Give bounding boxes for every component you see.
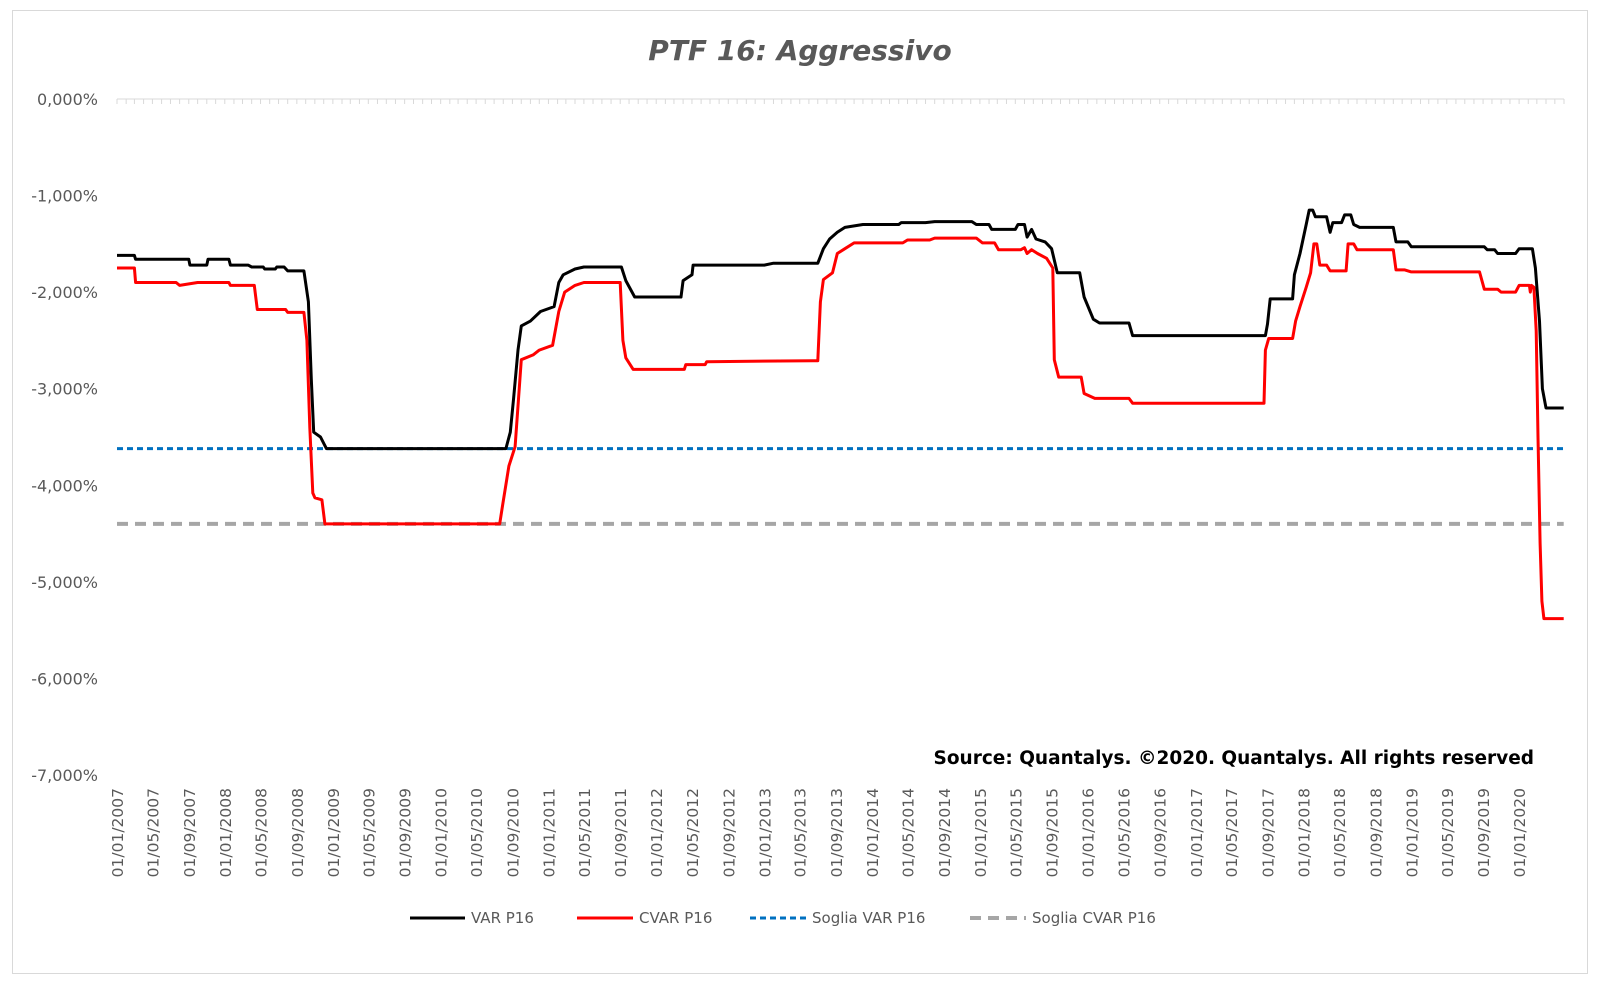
x-tick-label: 01/09/2009: [397, 788, 415, 877]
x-tick-label: 01/05/2015: [1007, 788, 1025, 877]
x-tick-label: 01/05/2008: [253, 788, 271, 877]
x-tick-label: 01/05/2018: [1331, 788, 1349, 877]
x-tick-label: 01/01/2019: [1403, 788, 1421, 877]
x-tick-label: 01/09/2010: [504, 788, 522, 877]
x-tick-label: 01/09/2018: [1367, 788, 1385, 877]
x-tick-label: 01/09/2011: [612, 788, 630, 877]
legend-label: CVAR P16: [639, 909, 712, 927]
x-tick-label: 01/01/2015: [972, 788, 990, 877]
x-tick-label: 01/01/2016: [1080, 788, 1098, 877]
legend: VAR P16 CVAR P16 Soglia VAR P16 Soglia CVAR…: [410, 909, 1156, 927]
x-tick-label: 01/05/2014: [900, 788, 918, 877]
x-tick-label: 01/09/2016: [1152, 788, 1170, 877]
x-tick-label: 01/09/2013: [828, 788, 846, 877]
x-tick-label: 01/09/2017: [1260, 788, 1278, 877]
x-tick-label: 01/01/2008: [217, 788, 235, 877]
legend-label: Soglia CVAR P16: [1032, 909, 1156, 927]
series-line-cvar-p16: [117, 236, 1564, 621]
y-tick-label: -1,000%: [31, 187, 98, 206]
x-tick-label: 01/01/2010: [433, 788, 451, 877]
x-tick-label: 01/09/2012: [720, 788, 738, 877]
x-tick-label: 01/09/2019: [1475, 788, 1493, 877]
x-tick-label: 01/01/2007: [109, 788, 127, 877]
x-tick-label: 01/05/2009: [360, 788, 378, 877]
y-tick-label: -2,000%: [31, 283, 98, 302]
x-tick-label: 01/05/2017: [1223, 788, 1241, 877]
series-layer: [117, 208, 1564, 621]
x-tick-label: 01/01/2013: [756, 788, 774, 877]
x-tick-label: 01/01/2014: [864, 788, 882, 877]
x-tick-label: 01/05/2016: [1115, 788, 1133, 877]
x-tick-label: 01/01/2012: [648, 788, 666, 877]
x-tick-label: 01/09/2014: [936, 788, 954, 877]
legend-label: Soglia VAR P16: [812, 909, 925, 927]
axes-group: 0,000% -1,000% -2,000% -3,000% -4,000% -5,000…: [31, 90, 1565, 877]
x-tick-label: 01/01/2009: [325, 788, 343, 877]
series-line-var-p16: [117, 208, 1564, 451]
y-tick-label: -7,000%: [31, 766, 98, 785]
y-tick-label: -6,000%: [31, 669, 98, 688]
x-tick-label: 01/01/2017: [1188, 788, 1206, 877]
y-tick-label: 0,000%: [37, 90, 98, 109]
x-tick-label: 01/01/2020: [1511, 788, 1529, 877]
x-tick-label: 01/05/2007: [144, 788, 162, 877]
y-tick-label: -5,000%: [31, 573, 98, 592]
legend-label: VAR P16: [471, 909, 534, 927]
y-tick-label: -4,000%: [31, 476, 98, 495]
x-tick-label: 01/09/2008: [289, 788, 307, 877]
chart-frame: [12, 10, 1588, 974]
x-tick-label: 01/05/2010: [468, 788, 486, 877]
x-tick-label: 01/09/2015: [1044, 788, 1062, 877]
x-tick-label: 01/01/2018: [1296, 788, 1314, 877]
x-tick-label: 01/05/2013: [792, 788, 810, 877]
x-tick-label: 01/05/2011: [576, 788, 594, 877]
source-note: Source: Quantalys. ©2020. Quantalys. All…: [934, 748, 1534, 769]
x-tick-label: 01/05/2012: [684, 788, 702, 877]
chart-title: PTF 16: Aggressivo: [648, 34, 951, 67]
x-tick-label: 01/01/2011: [540, 788, 558, 877]
x-tick-label: 01/05/2019: [1439, 788, 1457, 877]
y-tick-label: -3,000%: [31, 380, 98, 399]
x-tick-label: 01/09/2007: [181, 788, 199, 877]
